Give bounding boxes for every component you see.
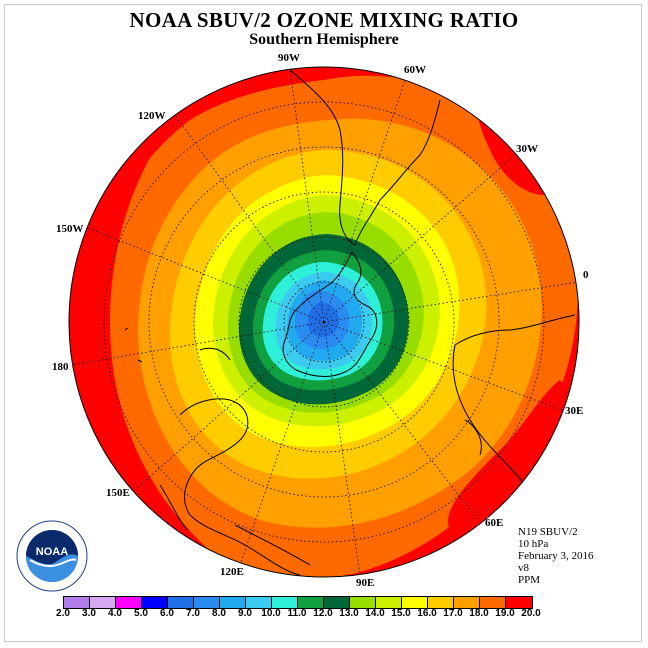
- colorbar-label: 18.0: [469, 608, 489, 619]
- colorbar-label: 19.0: [495, 608, 515, 619]
- coastlines: [124, 69, 576, 576]
- colorbar-label: 14.0: [365, 608, 385, 619]
- colorbar-label: 9.0: [238, 608, 252, 619]
- colorbar-swatch: [480, 597, 506, 608]
- info-units: PPM: [518, 574, 541, 586]
- info-instrument: N19 SBUV/2: [518, 526, 578, 538]
- colorbar-swatch: [246, 597, 272, 608]
- info-date: February 3, 2016: [518, 550, 594, 562]
- page-subtitle: Southern Hemisphere: [249, 31, 399, 48]
- map-boundary: [68, 66, 580, 578]
- lon-label-0: 0: [583, 269, 589, 281]
- colorbar-label: 10.0: [261, 608, 281, 619]
- lon-label-180: 180: [52, 361, 69, 373]
- colorbar-swatch: [64, 597, 90, 608]
- colorbar-label: 2.0: [56, 608, 70, 619]
- lon-label-120w: 120W: [138, 110, 166, 122]
- lon-label-60w: 60W: [404, 64, 426, 76]
- colorbar-swatch: [142, 597, 168, 608]
- page-title: NOAA SBUV/2 OZONE MIXING RATIO: [129, 8, 519, 32]
- image-frame: [4, 4, 642, 642]
- colorbar-swatch: [90, 597, 116, 608]
- colorbar-swatch: [116, 597, 142, 608]
- colorbar-swatch: [402, 597, 428, 608]
- colorbar-label: 7.0: [186, 608, 200, 619]
- colorbar-swatch: [168, 597, 194, 608]
- lon-label-150e: 150E: [106, 487, 130, 499]
- info-version: v8: [518, 562, 529, 574]
- graticule: [71, 69, 579, 576]
- colorbar-label: 12.0: [313, 608, 333, 619]
- info-block: N19 SBUV/2 10 hPa February 3, 2016 v8 PP…: [518, 526, 593, 586]
- lon-label-90e: 90E: [356, 577, 374, 589]
- colorbar-label: 17.0: [443, 608, 463, 619]
- colorbar-swatch: [298, 597, 324, 608]
- colorbar-label: 13.0: [339, 608, 359, 619]
- colorbar-label: 16.0: [417, 608, 437, 619]
- colorbar-label: 11.0: [287, 608, 307, 619]
- lon-label-30e: 30E: [565, 405, 583, 417]
- colorbar-swatch: [350, 597, 376, 608]
- colorbar-label: 6.0: [160, 608, 174, 619]
- colorbar-label: 3.0: [82, 608, 96, 619]
- colorbar-label: 8.0: [212, 608, 226, 619]
- lon-label-150w: 150W: [56, 223, 84, 235]
- colorbar-label: 5.0: [134, 608, 148, 619]
- lon-label-90w: 90W: [278, 52, 300, 64]
- colorbar-label: 4.0: [108, 608, 122, 619]
- lon-label-120e: 120E: [220, 566, 244, 578]
- colorbar-swatch: [194, 597, 220, 608]
- ozone-contours: [69, 67, 579, 577]
- logo-text: NOAA: [36, 546, 68, 558]
- colorbar-swatch: [376, 597, 402, 608]
- colorbar-swatch: [272, 597, 298, 608]
- info-level: 10 hPa: [518, 538, 549, 550]
- lon-label-30w: 30W: [516, 143, 538, 155]
- colorbar: [63, 596, 533, 609]
- colorbar-swatch: [324, 597, 350, 608]
- colorbar-swatch: [454, 597, 480, 608]
- colorbar-label: 20.0: [521, 608, 541, 619]
- colorbar-swatch: [428, 597, 454, 608]
- noaa-logo: NOAA: [16, 520, 88, 592]
- colorbar-swatch: [506, 597, 532, 608]
- colorbar-swatch: [220, 597, 246, 608]
- colorbar-label: 15.0: [391, 608, 411, 619]
- lon-label-60e: 60E: [485, 517, 503, 529]
